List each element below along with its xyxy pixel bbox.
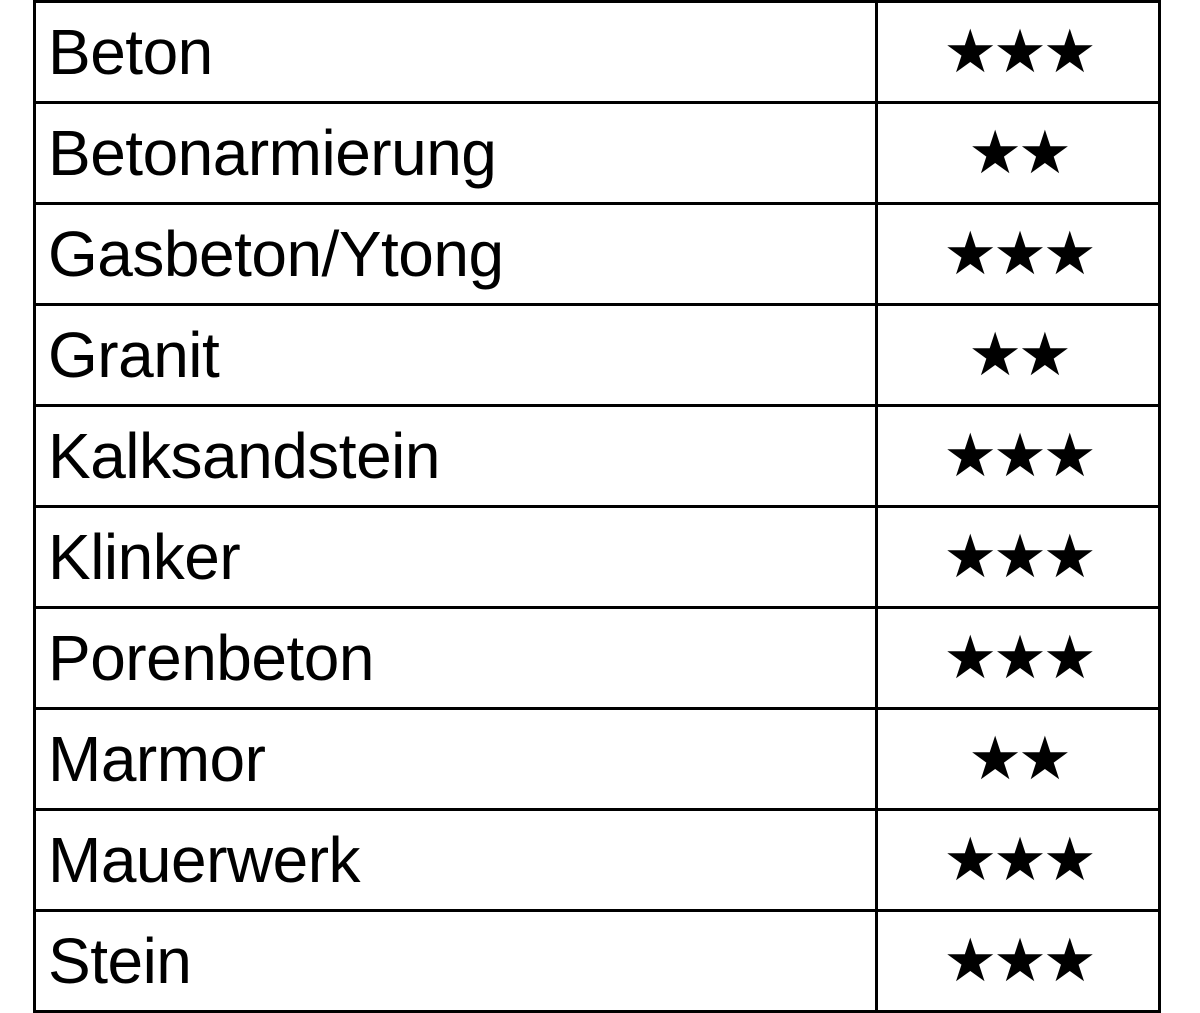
material-rating-table: Beton ★★★ Betonarmierung ★★ Gasbeton/Ytong ★★…: [33, 0, 1161, 1013]
star-rating: ★★★: [875, 0, 1161, 104]
table-body: Beton ★★★ Betonarmierung ★★ Gasbeton/Ytong ★★…: [33, 0, 1161, 1013]
star-rating: ★★★: [875, 606, 1161, 710]
table-row: Granit ★★: [33, 303, 1161, 407]
table-row: Beton ★★★: [33, 0, 1161, 104]
material-name: Gasbeton/Ytong: [33, 202, 878, 306]
material-name: Kalksandstein: [33, 404, 878, 508]
table-row: Porenbeton ★★★: [33, 606, 1161, 710]
material-name: Granit: [33, 303, 878, 407]
table-row: Stein ★★★: [33, 909, 1161, 1013]
star-rating: ★★: [875, 303, 1161, 407]
material-name: Mauerwerk: [33, 808, 878, 912]
material-name: Stein: [33, 909, 878, 1013]
star-rating: ★★: [875, 707, 1161, 811]
star-rating: ★★★: [875, 909, 1161, 1013]
material-name: Klinker: [33, 505, 878, 609]
table-row: Marmor ★★: [33, 707, 1161, 811]
star-rating: ★★★: [875, 202, 1161, 306]
table-row: Klinker ★★★: [33, 505, 1161, 609]
material-name: Marmor: [33, 707, 878, 811]
material-name: Betonarmierung: [33, 101, 878, 205]
material-name: Beton: [33, 0, 878, 104]
table-row: Betonarmierung ★★: [33, 101, 1161, 205]
star-rating: ★★★: [875, 404, 1161, 508]
material-name: Porenbeton: [33, 606, 878, 710]
star-rating: ★★★: [875, 808, 1161, 912]
table-row: Kalksandstein ★★★: [33, 404, 1161, 508]
star-rating: ★★★: [875, 505, 1161, 609]
table-row: Gasbeton/Ytong ★★★: [33, 202, 1161, 306]
star-rating: ★★: [875, 101, 1161, 205]
table-row: Mauerwerk ★★★: [33, 808, 1161, 912]
